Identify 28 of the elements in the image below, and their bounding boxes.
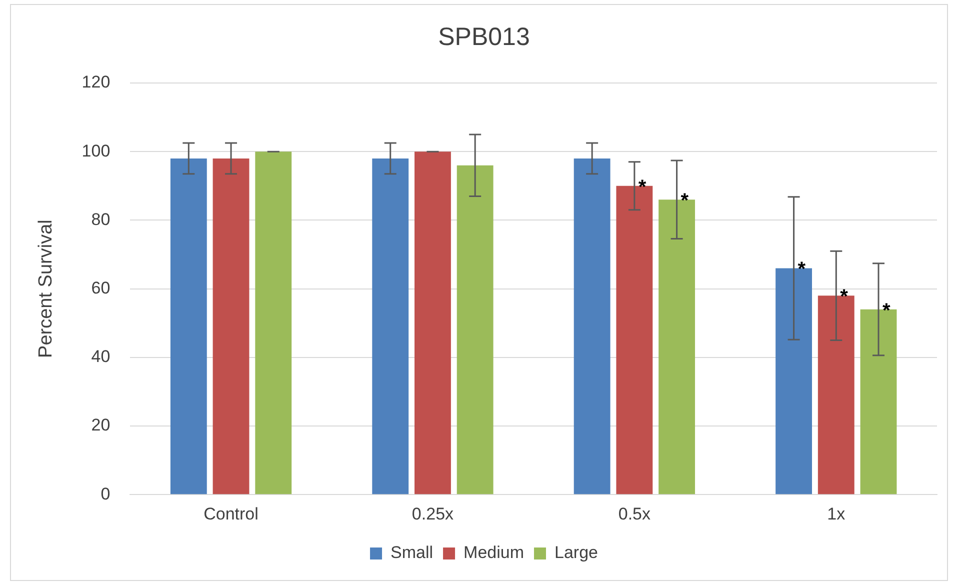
x-tick-label: 0.25x: [412, 504, 454, 524]
x-tick-label: 0.5x: [618, 504, 651, 524]
x-tick-label: 1x: [827, 504, 846, 524]
bar: [255, 152, 292, 494]
bar: [860, 309, 897, 494]
legend-label: Large: [554, 543, 598, 562]
bar: [574, 158, 610, 494]
y-tick-label: 60: [91, 278, 110, 298]
y-tick-label: 20: [91, 416, 110, 435]
bar: [658, 200, 696, 494]
bar: [456, 165, 494, 494]
y-axis-title: Percent Survival: [36, 220, 57, 358]
y-tick-label: 80: [91, 210, 110, 229]
y-tick-label: 120: [82, 72, 110, 92]
y-tick-label: 100: [82, 141, 110, 160]
x-tick-label: Control: [204, 504, 258, 524]
bar: [212, 158, 250, 494]
bar: [414, 152, 451, 494]
y-tick-label: 0: [100, 484, 110, 504]
bar: [170, 158, 207, 494]
bar: [818, 296, 854, 494]
bar: [776, 268, 812, 494]
bar: [372, 158, 409, 494]
bar: [616, 186, 653, 494]
chart-title: SPB013: [438, 22, 530, 51]
legend-label: Small: [390, 543, 434, 562]
legend-label: Medium: [464, 543, 524, 562]
y-tick-label: 40: [91, 347, 110, 366]
